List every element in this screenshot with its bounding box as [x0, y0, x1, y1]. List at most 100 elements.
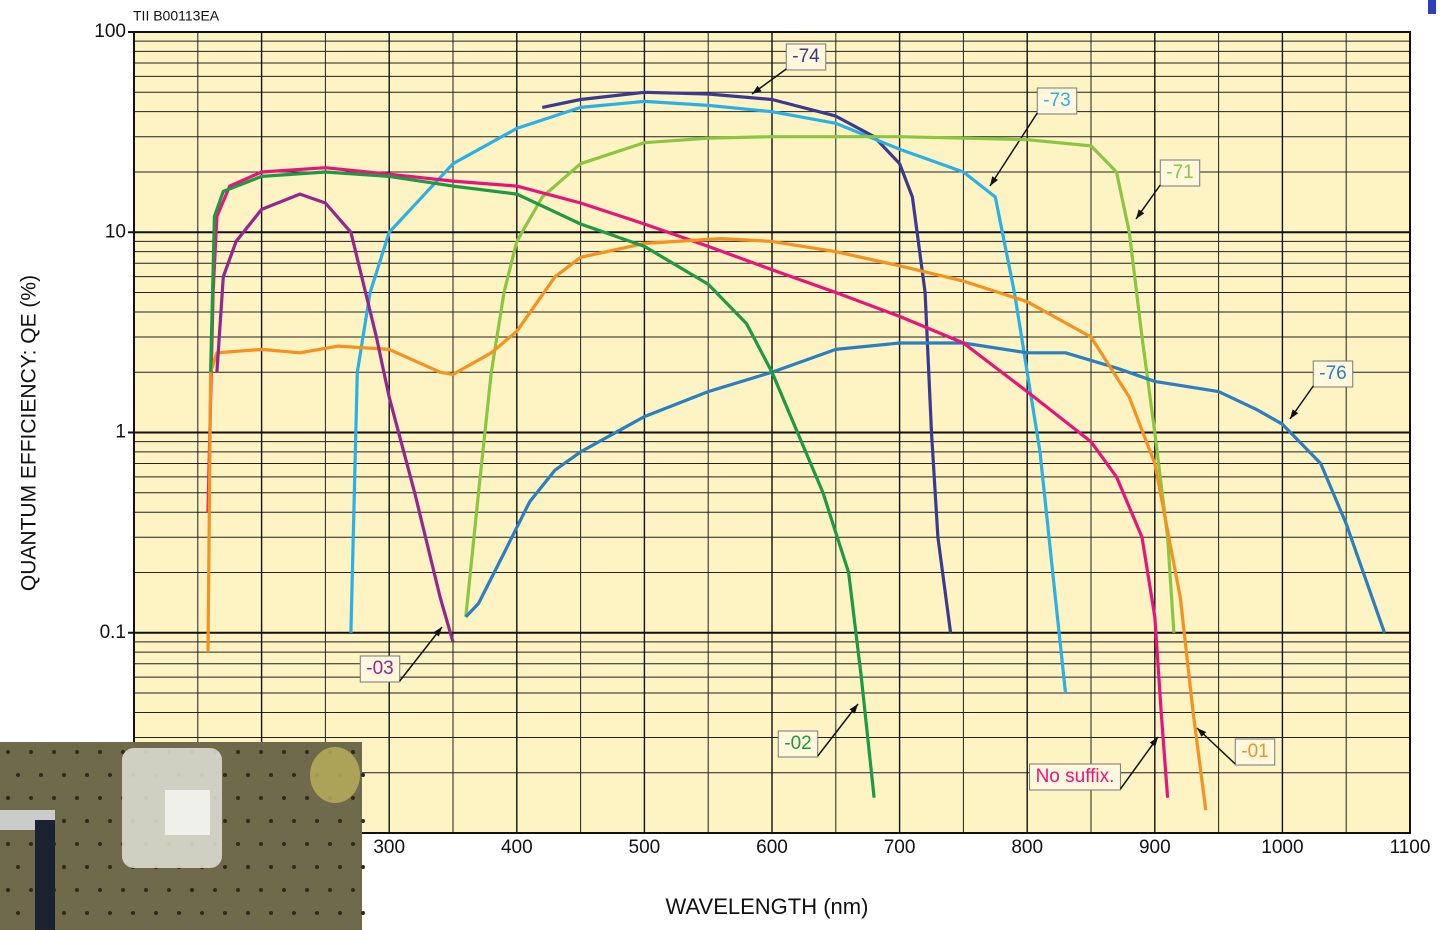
photo-hole: [246, 911, 250, 915]
photo-hole: [85, 819, 89, 823]
photo-hole: [351, 796, 355, 800]
y-tick-label: 10: [105, 221, 126, 242]
photo-hole: [315, 819, 319, 823]
photo-hole: [292, 773, 296, 777]
photo-hole: [6, 796, 10, 800]
photo-hole: [269, 819, 273, 823]
photo-hole: [328, 842, 332, 846]
photo-hole: [223, 773, 227, 777]
photo-inset: [0, 742, 365, 930]
series-label: -71: [1166, 162, 1193, 183]
photo-hole: [39, 773, 43, 777]
photo-hole: [246, 865, 250, 869]
photo-hole: [236, 842, 240, 846]
photo-hole: [108, 773, 112, 777]
y-tick-label: 1: [115, 422, 126, 443]
photo-hole: [305, 888, 309, 892]
photo-hole: [108, 865, 112, 869]
series-label: -74: [792, 46, 820, 67]
y-tick-label: 100: [94, 21, 126, 42]
photo-hole: [351, 842, 355, 846]
photo-hole: [85, 865, 89, 869]
photo-hole: [236, 750, 240, 754]
photo-hole: [269, 773, 273, 777]
series-label: -03: [366, 658, 393, 679]
photo-hole: [269, 911, 273, 915]
photo-hole: [75, 796, 79, 800]
photo-hole: [269, 865, 273, 869]
x-tick-label: 500: [629, 837, 661, 858]
photo-hole: [305, 796, 309, 800]
photo-hole: [131, 911, 135, 915]
photo-hole: [259, 796, 263, 800]
photo-hole: [52, 750, 56, 754]
series-label: -01: [1241, 741, 1268, 762]
photo-hole: [62, 865, 66, 869]
photo-hole: [305, 842, 309, 846]
x-axis-label: WAVELENGTH (nm): [666, 894, 869, 919]
photo-hole: [259, 750, 263, 754]
series-label: -76: [1319, 363, 1346, 384]
x-tick-label: 1100: [1390, 837, 1431, 858]
photo-hole: [246, 819, 250, 823]
corner-mark: [1428, 0, 1436, 14]
y-axis-label: QUANTUM EFFICIENCY: QE (%): [18, 275, 41, 591]
photo-hole: [213, 888, 217, 892]
chart: TII B00113EA WAVELENGTH (nm) QUANTUM EFF…: [0, 0, 1441, 930]
photo-hole: [292, 819, 296, 823]
photo-hole: [361, 773, 365, 777]
chart-title: TII B00113EA: [133, 8, 220, 24]
photo-hole: [328, 888, 332, 892]
photo-hole: [29, 750, 33, 754]
x-tick-label: 600: [756, 837, 788, 858]
photo-hole: [62, 819, 66, 823]
x-tick-label: 900: [1139, 837, 1171, 858]
photo-hole: [6, 842, 10, 846]
photo-hole: [85, 773, 89, 777]
photo-hole: [6, 888, 10, 892]
photo-hole: [259, 888, 263, 892]
photo-hole: [6, 750, 10, 754]
photo-hole: [236, 888, 240, 892]
photo-hole: [154, 911, 158, 915]
photo-label: [165, 790, 210, 835]
photo-hole: [190, 888, 194, 892]
photo-hole: [85, 911, 89, 915]
photo-hole: [29, 888, 33, 892]
photo-flask: [310, 747, 360, 803]
photo-hole: [246, 773, 250, 777]
photo-hole: [361, 865, 365, 869]
photo-hole: [98, 750, 102, 754]
photo-hole: [98, 796, 102, 800]
photo-hole: [167, 888, 171, 892]
photo-hole: [361, 911, 365, 915]
x-tick-label: 800: [1011, 837, 1043, 858]
photo-hole: [200, 911, 204, 915]
photo-hole: [121, 888, 125, 892]
photo-hole: [305, 750, 309, 754]
photo-hole: [223, 819, 227, 823]
x-tick-label: 1000: [1261, 837, 1303, 858]
photo-hole: [282, 888, 286, 892]
photo-hole: [16, 865, 20, 869]
photo-hole: [75, 750, 79, 754]
photo-hole: [52, 796, 56, 800]
x-tick-label: 400: [501, 837, 533, 858]
x-tick-label: 300: [373, 837, 405, 858]
photo-hole: [315, 865, 319, 869]
y-tick-label: 0.1: [100, 622, 126, 643]
photo-hole: [29, 842, 33, 846]
series-label: No suffix.: [1036, 766, 1115, 787]
photo-hole: [259, 842, 263, 846]
photo-hole: [223, 865, 227, 869]
photo-hole: [315, 911, 319, 915]
photo-hole: [62, 773, 66, 777]
photo-hole: [351, 750, 355, 754]
photo-hole: [338, 911, 342, 915]
photo-hole: [351, 888, 355, 892]
photo-hole: [361, 819, 365, 823]
photo-hole: [29, 796, 33, 800]
photo-hole: [98, 888, 102, 892]
photo-hole: [338, 819, 342, 823]
photo-hole: [236, 796, 240, 800]
